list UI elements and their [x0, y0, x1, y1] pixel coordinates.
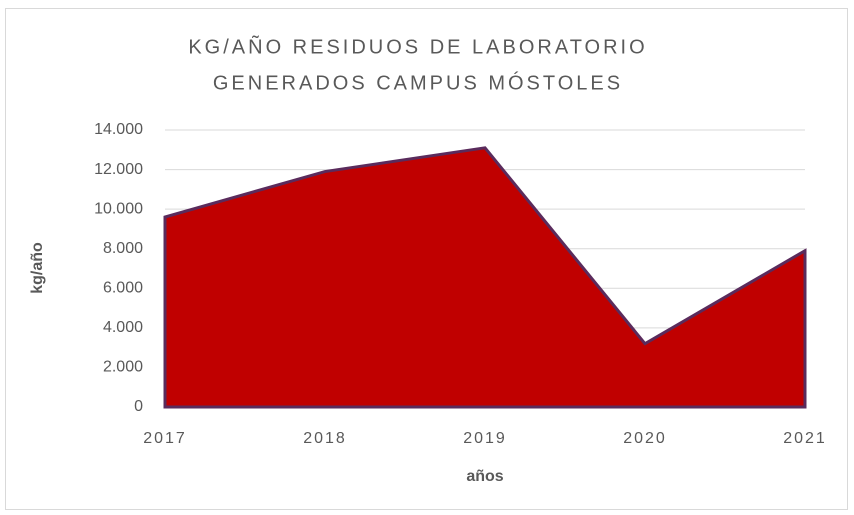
chart-title: KG/AÑO RESIDUOS DE LABORATORIO — [188, 34, 647, 58]
x-tick-label: 2018 — [303, 430, 347, 447]
y-axis-label: kg/año — [29, 242, 46, 294]
y-tick-label: 12.000 — [94, 161, 143, 178]
y-tick-label: 6.000 — [103, 280, 143, 297]
x-tick-label: 2020 — [623, 430, 667, 447]
y-tick-label: 14.000 — [94, 121, 143, 138]
chart-title: GENERADOS CAMPUS MÓSTOLES — [213, 71, 623, 94]
y-tick-label: 4.000 — [103, 319, 143, 336]
y-tick-label: 2.000 — [103, 359, 143, 376]
area — [163, 146, 807, 409]
y-tick-label: 10.000 — [94, 200, 143, 217]
y-tick-label: 8.000 — [103, 240, 143, 257]
x-tick-label: 2017 — [143, 430, 187, 447]
y-tick-label: 0 — [134, 398, 143, 415]
x-tick-label: 2019 — [463, 430, 507, 447]
x-tick-label: 2021 — [783, 430, 827, 447]
x-axis-label: años — [466, 468, 503, 485]
